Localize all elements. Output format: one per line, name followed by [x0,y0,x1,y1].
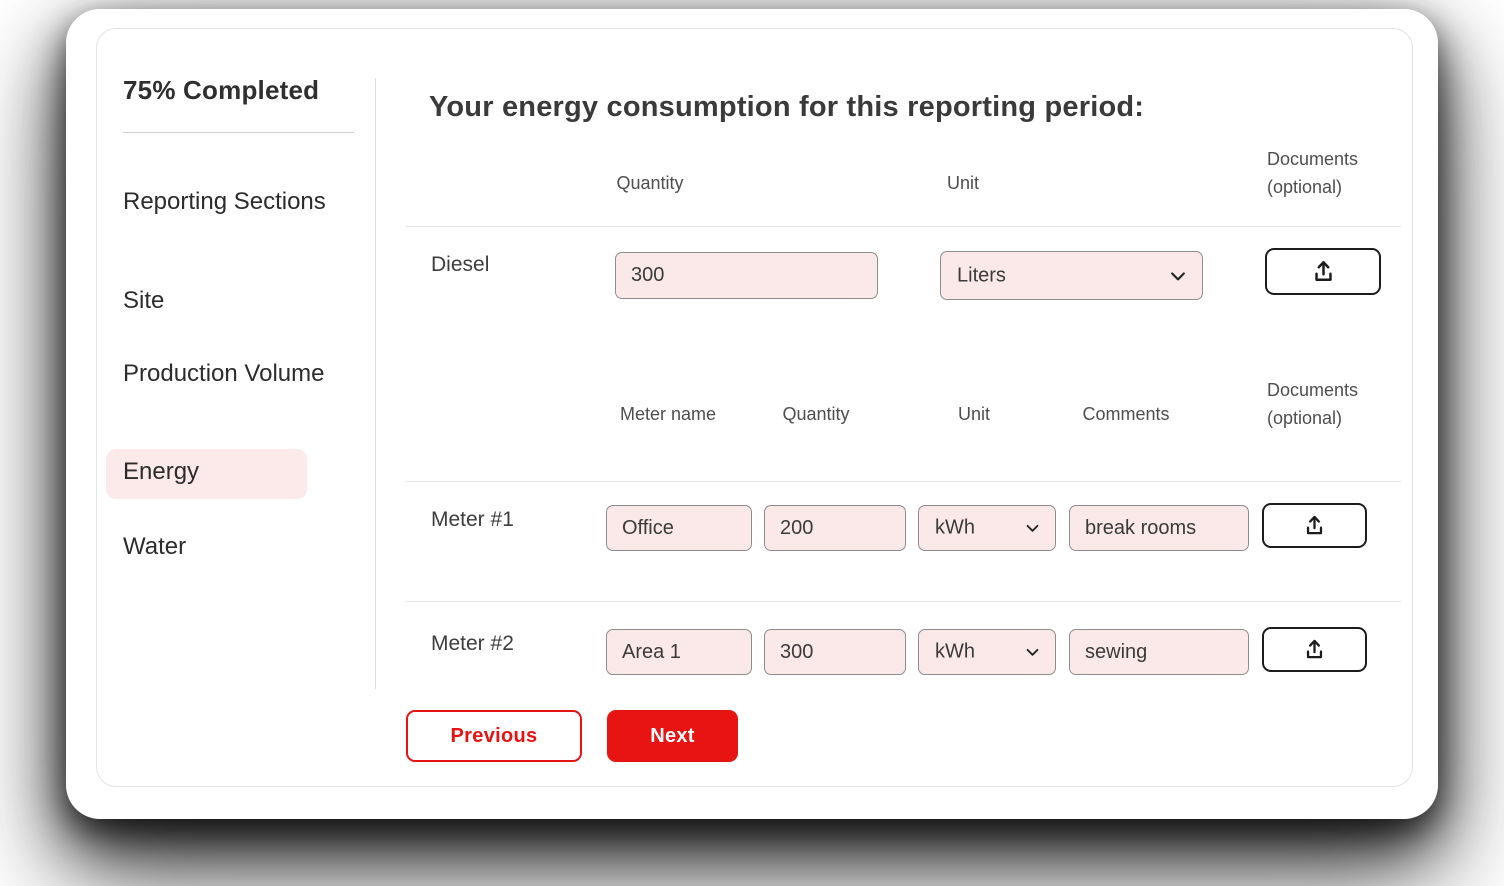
diesel-quantity-input[interactable] [615,252,878,299]
meter-header-name: Meter name [619,404,717,424]
meter2-name-input[interactable] [606,629,752,675]
sidebar-item-energy[interactable]: Energy [106,449,307,499]
next-button[interactable]: Next [607,710,738,762]
meter2-comments-input[interactable] [1069,629,1249,675]
fuel-header-documents: Documents (optional) [1267,149,1359,197]
sidebar-item-energy-label: Energy [123,458,200,485]
sidebar-item-reporting-sections[interactable]: Reporting Sections [123,188,326,215]
progress-label: 75% Completed [123,75,320,105]
chevron-down-icon [1026,524,1039,532]
chevron-down-icon [1026,648,1039,656]
previous-button[interactable]: Previous [406,710,582,762]
meter-row-label-2: Meter #2 [431,632,514,655]
chevron-down-icon [1171,271,1185,280]
meter1-quantity-input[interactable] [764,505,906,551]
fuel-row-label-diesel: Diesel [431,253,490,276]
meter1-comments-input[interactable] [1069,505,1249,551]
meter1-name-input[interactable] [606,505,752,551]
meter2-upload-button[interactable] [1262,627,1367,672]
upload-icon [1306,515,1323,535]
fuel-header-quantity: Quantity [616,173,684,193]
report-card: 75% Completed Reporting Sections Site Pr… [66,9,1438,819]
diesel-unit-value: Liters [957,264,1006,286]
meter2-unit-value: kWh [935,640,975,663]
diesel-unit-select[interactable]: Liters [940,251,1203,300]
meter2-quantity-input[interactable] [764,629,906,675]
fuel-table-divider [406,226,1401,227]
fuel-header-unit: Unit [946,173,979,193]
sidebar-item-production-volume[interactable]: Production Volume [123,360,325,387]
meter-header-comments: Comments [1082,404,1170,424]
meter-table-divider-1 [406,481,1401,482]
sidebar-item-water[interactable]: Water [123,533,187,560]
meter1-upload-button[interactable] [1262,503,1367,548]
meter1-unit-select[interactable]: kWh [918,505,1056,551]
upload-icon [1314,261,1332,281]
meter1-unit-value: kWh [935,516,975,539]
meter-row-label-1: Meter #1 [431,508,514,531]
sidebar-item-site[interactable]: Site [123,287,165,314]
meter-table-divider-2 [406,601,1401,602]
meter2-unit-select[interactable]: kWh [918,629,1056,675]
report-panel: 75% Completed Reporting Sections Site Pr… [96,28,1413,787]
meter-header-quantity: Quantity [782,404,850,424]
sidebar-divider [375,78,376,689]
progress-underline [123,132,354,133]
meter-header-documents: Documents (optional) [1267,380,1359,428]
meter-header-unit: Unit [957,404,990,424]
page-title: Your energy consumption for this reporti… [429,91,1145,123]
diesel-upload-button[interactable] [1265,248,1381,295]
upload-icon [1306,639,1323,659]
